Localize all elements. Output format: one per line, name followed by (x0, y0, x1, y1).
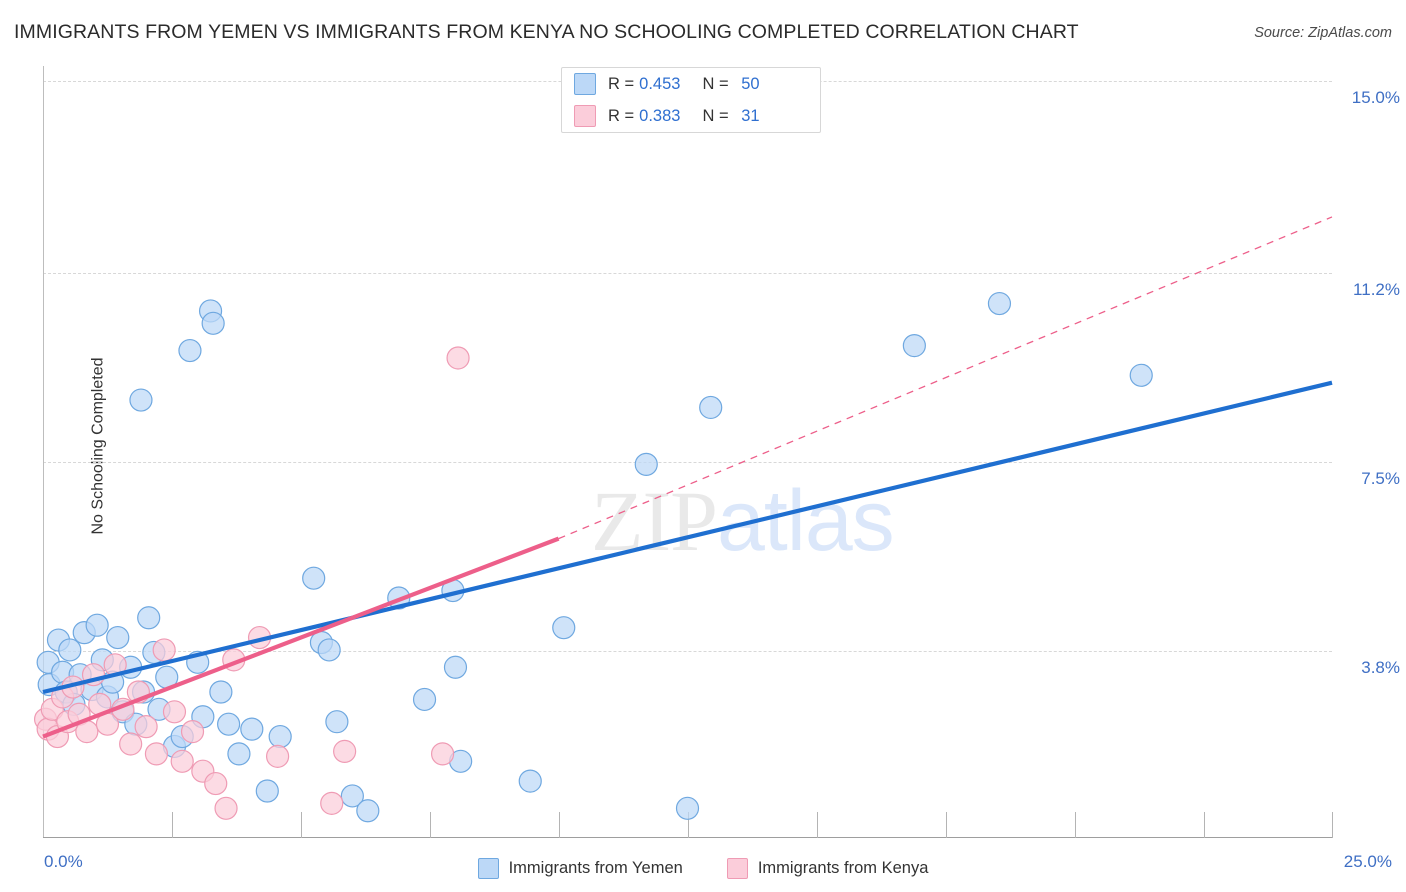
yemen-r-value: 0.453 (639, 74, 681, 93)
data-point (446, 346, 470, 370)
legend-yemen-swatch-icon (477, 857, 499, 879)
correlation-stats-box: R = 0.453 N = 50 R = 0.383 N = 31 (561, 67, 821, 133)
x-tick-10 (1332, 812, 1333, 838)
yemen-swatch-icon (574, 73, 596, 95)
data-point (170, 749, 194, 773)
data-point (266, 744, 290, 768)
data-point (209, 680, 233, 704)
source-label: Source: ZipAtlas.com (1254, 25, 1392, 41)
gridline-3 (43, 651, 1332, 652)
data-point (356, 799, 380, 823)
kenya-swatch-icon (574, 105, 596, 127)
data-point (320, 791, 344, 815)
data-point (518, 769, 542, 793)
data-point (137, 606, 161, 630)
y-axis-label-11: 11.2% (1353, 280, 1400, 299)
data-point (902, 334, 926, 358)
data-point (85, 613, 109, 637)
y-axis-label-7: 7.5% (1361, 469, 1400, 488)
kenya-n-value: 31 (741, 106, 760, 125)
data-point (302, 566, 326, 590)
x-tick-1 (172, 812, 173, 838)
data-point (634, 452, 658, 476)
data-point (333, 739, 357, 764)
legend-item-kenya[interactable]: Immigrants from Kenya (726, 857, 929, 879)
data-point (317, 638, 341, 662)
data-point (552, 616, 576, 640)
x-tick-9 (1204, 812, 1205, 838)
x-tick-4 (559, 812, 560, 838)
data-point (144, 742, 169, 766)
x-axis-line (43, 837, 1332, 838)
x-tick-2 (301, 812, 302, 838)
data-point (699, 395, 723, 420)
trend-line-kenya-extrapolated (558, 216, 1333, 540)
yemen-n-label: N = (702, 74, 729, 93)
data-point (340, 784, 364, 808)
gridline-11 (43, 273, 1332, 274)
kenya-r-value: 0.383 (639, 106, 681, 125)
data-point (268, 724, 292, 749)
data-point (129, 388, 153, 412)
stat-row-yemen: R = 0.453 N = 50 (562, 68, 820, 100)
data-point (180, 719, 205, 744)
data-point (987, 291, 1012, 316)
data-point (227, 742, 251, 766)
page-title: IMMIGRANTS FROM YEMEN VS IMMIGRANTS FROM… (14, 21, 1079, 43)
data-point (430, 742, 455, 766)
y-axis-label-15: 15.0% (1351, 88, 1400, 107)
data-point (443, 655, 468, 679)
data-point (58, 638, 82, 662)
x-tick-8 (1075, 812, 1076, 838)
legend-item-yemen[interactable]: Immigrants from Yemen (477, 857, 683, 879)
legend-kenya-swatch-icon (726, 857, 748, 879)
data-point (162, 700, 187, 724)
scatter-layer (33, 216, 1333, 823)
data-point (675, 796, 700, 820)
yemen-r-label: R = (608, 74, 635, 93)
x-axis-label-max: 25.0% (1343, 852, 1392, 871)
data-point (134, 715, 158, 739)
trend-line-yemen (42, 380, 1333, 695)
x-tick-5 (688, 812, 689, 838)
stat-row-kenya: R = 0.383 N = 31 (562, 100, 820, 132)
data-point (240, 717, 264, 741)
data-point (204, 771, 228, 796)
data-point (119, 732, 143, 756)
data-point (217, 712, 241, 736)
x-tick-6 (817, 812, 818, 838)
x-tick-7 (946, 812, 947, 838)
data-point (201, 311, 225, 335)
x-tick-3 (430, 812, 431, 838)
yemen-n-value: 50 (741, 74, 760, 93)
legend-kenya-label: Immigrants from Kenya (757, 858, 929, 877)
x-axis-label-min: 0.0% (44, 852, 83, 871)
data-point (214, 796, 238, 820)
gridline-7 (43, 462, 1332, 463)
data-point (255, 779, 279, 803)
legend-yemen-label: Immigrants from Yemen (508, 858, 683, 877)
bottom-legend: Immigrants from Yemen Immigrants from Ke… (0, 848, 1406, 888)
data-point (412, 687, 437, 712)
kenya-n-label: N = (702, 106, 729, 125)
data-point (1129, 363, 1153, 387)
data-point (178, 338, 202, 363)
kenya-r-label: R = (608, 106, 635, 125)
y-axis-line (43, 66, 44, 838)
data-point (152, 638, 176, 662)
plot-area: ZIPatlas (33, 66, 1333, 838)
data-point (325, 710, 349, 734)
trend-line-kenya (42, 536, 560, 739)
y-axis-label-3: 3.8% (1361, 658, 1400, 677)
data-point (106, 625, 130, 650)
